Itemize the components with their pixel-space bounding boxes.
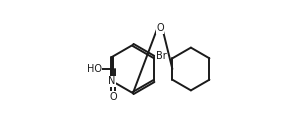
Text: HO: HO xyxy=(87,64,102,74)
Text: O: O xyxy=(156,23,164,33)
Text: Br: Br xyxy=(155,51,166,61)
Text: N: N xyxy=(108,76,116,86)
Text: O: O xyxy=(109,92,117,102)
